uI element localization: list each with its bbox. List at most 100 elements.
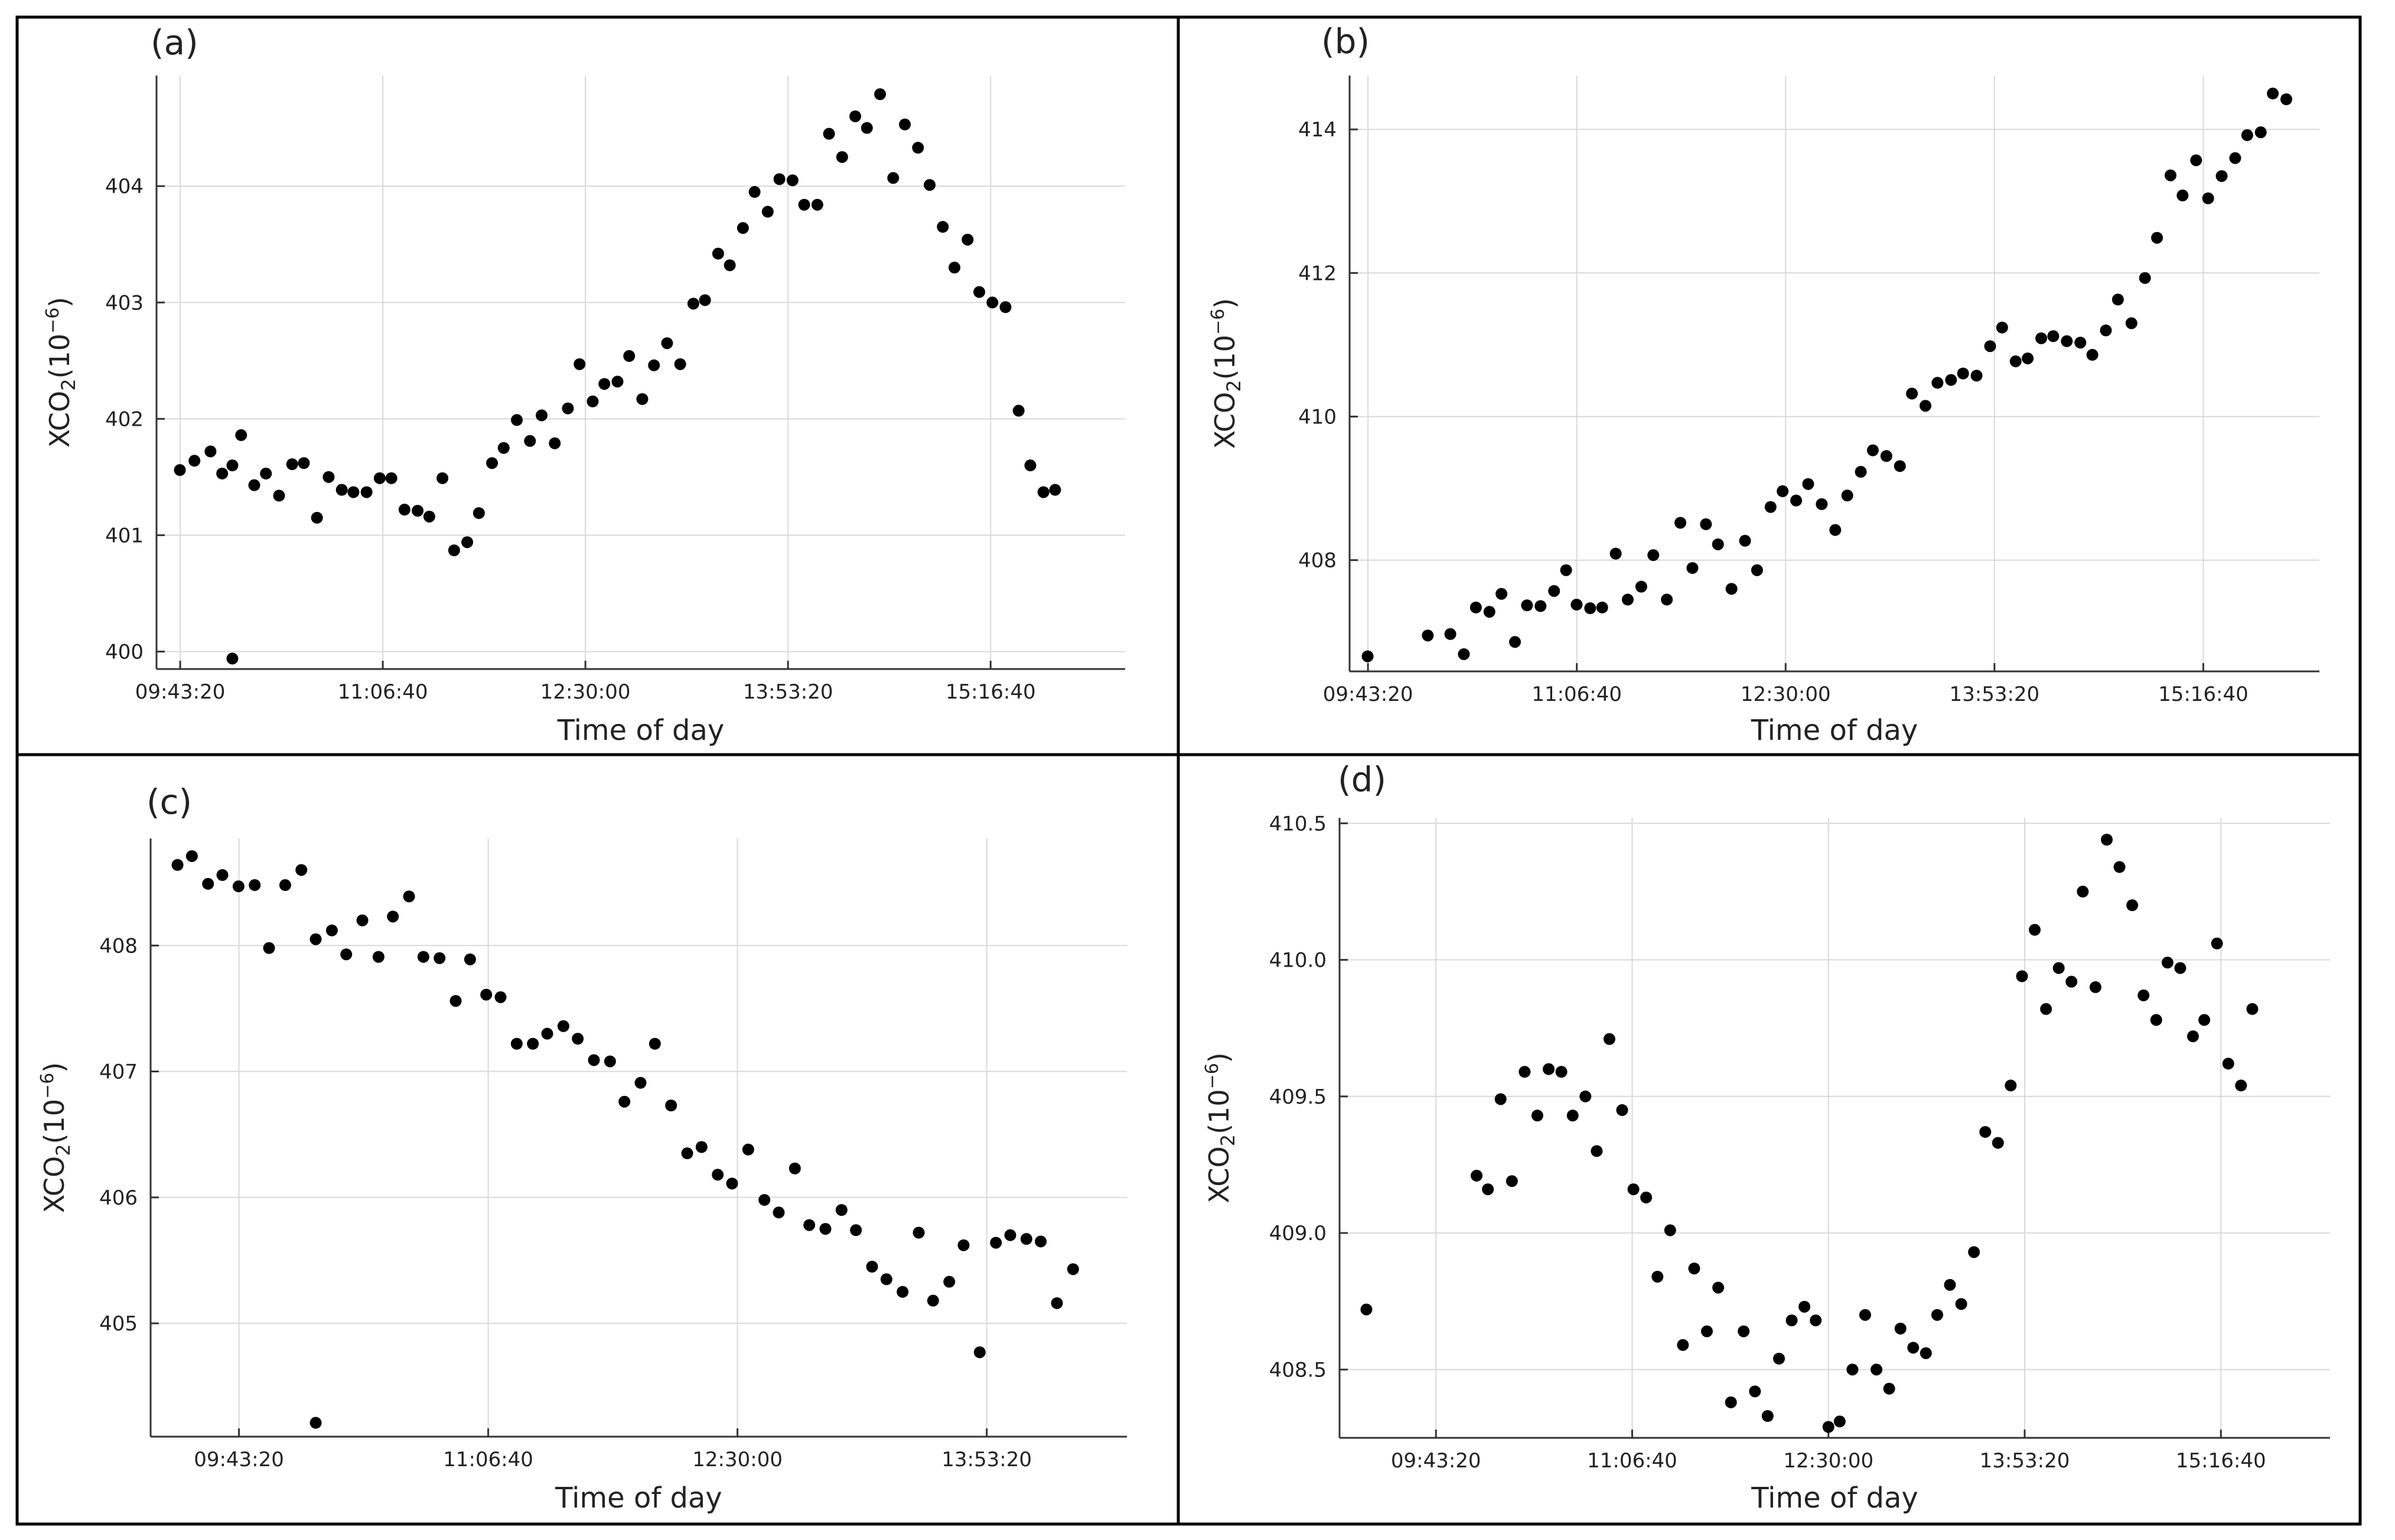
x-tick-label: 09:43:20: [135, 680, 226, 704]
data-point: [226, 652, 239, 665]
data-point: [1907, 1342, 1920, 1354]
y-tick-label: 410.0: [1269, 949, 1327, 973]
data-point: [2126, 899, 2139, 912]
data-point: [1798, 1300, 1811, 1313]
data-point: [866, 1261, 878, 1273]
x-tick-label: 09:43:20: [1391, 1449, 1481, 1473]
data-point: [279, 879, 291, 891]
data-point: [687, 298, 699, 310]
data-point: [2229, 152, 2241, 164]
data-point: [674, 358, 686, 370]
data-point: [216, 467, 229, 479]
data-point: [480, 988, 493, 1001]
y-tick-label: 414: [1298, 118, 1337, 142]
data-point: [2211, 937, 2223, 950]
data-point: [527, 1037, 539, 1050]
data-point: [1725, 583, 1738, 595]
data-point: [927, 1294, 939, 1307]
data-point: [2052, 962, 2065, 974]
data-point: [1603, 1033, 1615, 1045]
data-point: [798, 198, 810, 211]
data-point: [2151, 231, 2163, 244]
data-point: [2137, 989, 2150, 1001]
data-point: [1584, 602, 1596, 615]
data-point: [1700, 1325, 1713, 1337]
data-point: [273, 490, 285, 502]
data-point: [1361, 650, 1374, 663]
data-point: [1738, 1325, 1750, 1337]
data-point: [2202, 192, 2214, 204]
data-point: [665, 1099, 677, 1112]
data-point: [712, 1169, 724, 1181]
data-point: [309, 933, 322, 945]
data-point: [286, 458, 298, 471]
data-point: [648, 359, 660, 371]
data-point: [1880, 450, 1892, 462]
data-point: [1509, 636, 1521, 648]
data-point: [611, 376, 624, 388]
data-points: [1361, 87, 2292, 663]
data-point: [1495, 588, 1508, 600]
data-point: [248, 479, 260, 491]
data-point: [1822, 1421, 1834, 1433]
x-tick-label: 13:53:20: [1980, 1449, 2070, 1473]
data-point: [298, 457, 310, 469]
data-point: [2254, 126, 2267, 139]
data-point: [2089, 981, 2101, 993]
y-tick-label: 407: [99, 1061, 138, 1084]
data-point: [1531, 1110, 1543, 1122]
data-point: [2267, 87, 2279, 100]
data-point: [572, 1033, 584, 1045]
panels: 09:43:20 11:06:40 12:30:00 13:53:20 15:16:40…: [37, 21, 2330, 1515]
x-tick-label: 09:43:20: [1323, 683, 1413, 706]
y-axis-title: XCO2(10−6): [43, 297, 80, 448]
data-point: [202, 877, 214, 890]
data-point: [773, 1206, 785, 1219]
data-points: [171, 850, 1079, 1429]
data-point: [2113, 861, 2126, 873]
data-point: [634, 1076, 647, 1089]
data-point: [737, 222, 749, 234]
data-point: [461, 536, 474, 549]
x-tick-label: 11:06:40: [338, 680, 428, 704]
data-point: [1855, 466, 1867, 478]
data-point: [574, 358, 586, 370]
data-point: [1968, 1246, 1980, 1258]
data-point: [360, 486, 373, 498]
data-point: [2215, 170, 2228, 182]
data-point: [699, 294, 711, 306]
data-point: [1761, 1410, 1774, 1422]
y-tick-label: 408.5: [1269, 1358, 1327, 1382]
data-point: [171, 859, 184, 871]
data-point: [1984, 340, 1996, 353]
data-point: [1992, 1137, 2004, 1149]
data-point: [1548, 585, 1560, 597]
data-point: [1871, 1363, 1883, 1376]
data-point: [1955, 1298, 1967, 1310]
panel-a: 09:43:20 11:06:40 12:30:00 13:53:20 15:16:40…: [43, 22, 1125, 747]
data-point: [1483, 606, 1495, 618]
data-point: [835, 1204, 848, 1216]
data-point: [1444, 628, 1456, 640]
data-point: [448, 544, 460, 556]
data-points: [174, 88, 1061, 665]
data-point: [1810, 1314, 1822, 1327]
data-point: [1712, 1281, 1725, 1294]
x-tick-label: 13:53:20: [1949, 683, 2039, 706]
data-point: [2016, 970, 2028, 983]
data-point: [403, 890, 415, 903]
data-point: [449, 995, 462, 1007]
data-point: [636, 393, 649, 405]
data-point: [1579, 1090, 1592, 1102]
data-point: [1764, 501, 1777, 513]
data-point: [335, 484, 348, 496]
data-point: [387, 911, 399, 923]
data-point: [2101, 834, 2113, 846]
data-point: [2187, 1030, 2199, 1043]
x-axis-title: Time of day: [555, 1482, 722, 1515]
data-point: [398, 504, 410, 516]
data-point: [1996, 321, 2008, 334]
data-point: [1494, 1093, 1507, 1105]
data-point: [1458, 648, 1470, 660]
